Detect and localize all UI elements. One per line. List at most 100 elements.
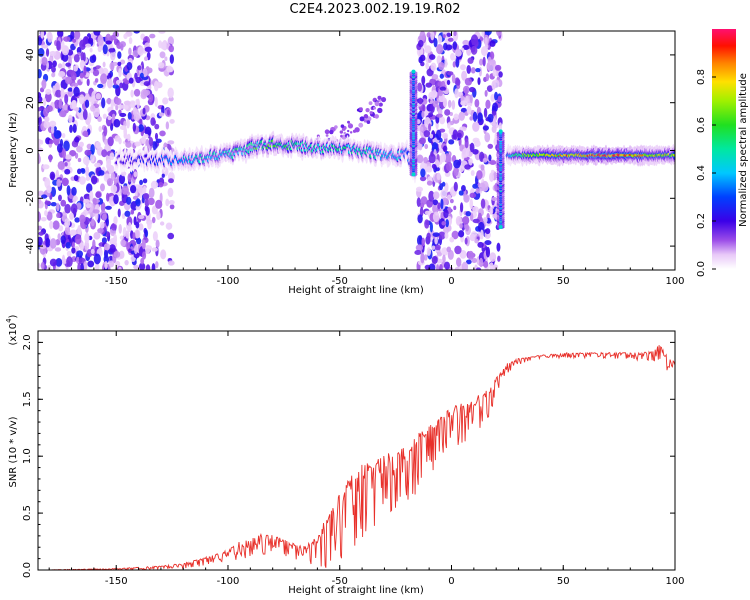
noise-blob (471, 231, 478, 238)
plume-dot (325, 134, 329, 137)
noise-blob (444, 109, 451, 116)
noise-blob (468, 158, 473, 166)
noise-blob (461, 70, 467, 81)
noise-blob (38, 138, 42, 145)
noise-blob (97, 116, 102, 123)
band-cell (672, 153, 675, 157)
noise-blob (424, 254, 428, 261)
noise-blob (449, 236, 455, 243)
colorbar-tick-label: 0.2 (696, 213, 707, 229)
noise-blob (463, 194, 470, 203)
noise-blob (459, 126, 467, 131)
noise-blob (423, 130, 431, 138)
noise-blob (432, 232, 440, 237)
noise-blob (452, 41, 458, 50)
noise-blob (135, 221, 140, 229)
noise-blob (426, 32, 431, 38)
noise-blob (38, 36, 43, 46)
noise-blob (74, 136, 80, 143)
noise-blob (71, 186, 77, 196)
noise-blob (475, 68, 481, 73)
spectrogram-ylabel: Frequency (Hz) (8, 112, 19, 188)
noise-blob (148, 137, 154, 147)
x-tick-label: -100 (217, 276, 240, 287)
noise-blob (89, 190, 94, 202)
noise-blob (465, 210, 471, 217)
y-tick-label: 0 (25, 147, 36, 153)
noise-blob (474, 140, 481, 148)
noise-blob (421, 110, 425, 118)
noise-blob (485, 246, 491, 258)
noise-blob (415, 244, 424, 252)
noise-blob (109, 152, 115, 161)
y-tick-label: 0.5 (22, 505, 33, 521)
noise-blob (107, 115, 112, 121)
noise-blob (126, 61, 133, 71)
noise-blob (147, 84, 152, 91)
noise-blob (113, 216, 118, 225)
noise-blob (115, 105, 119, 111)
noise-blob (137, 185, 143, 194)
noise-blob (445, 219, 449, 228)
noise-blob (56, 212, 61, 219)
noise-blob (57, 160, 65, 170)
noise-blob (101, 97, 106, 109)
noise-blob (425, 62, 429, 70)
noise-blob (95, 191, 102, 198)
spike (496, 129, 505, 229)
noise-blob (128, 37, 133, 45)
noise-blob (148, 93, 154, 103)
noise-blob (80, 51, 85, 62)
noise-blob (416, 235, 423, 246)
noise-blob (428, 153, 436, 164)
noise-blob (139, 179, 144, 186)
noise-blob (485, 73, 490, 82)
noise-blob (490, 94, 496, 102)
noise-blob (420, 168, 426, 178)
noise-blob (97, 35, 104, 47)
snr-exponent-power: 4 (5, 318, 13, 323)
plume-dot (359, 116, 365, 122)
noise-blob (56, 143, 63, 153)
noise-blob (165, 121, 170, 130)
noise-blob (90, 248, 95, 255)
noise-blob (119, 125, 127, 131)
noise-blob (48, 154, 52, 163)
noise-blob (65, 62, 71, 67)
noise-blob (92, 239, 96, 251)
noise-blob (86, 183, 93, 193)
noise-blob (50, 202, 57, 207)
noise-blob (120, 239, 126, 247)
noise-blob (101, 149, 108, 158)
noise-blob (86, 78, 90, 87)
noise-blob (117, 208, 121, 218)
noise-blob (428, 123, 432, 132)
noise-blob (51, 66, 56, 73)
noise-blob (443, 261, 451, 270)
noise-blob (83, 65, 87, 76)
noise-blob (480, 164, 485, 171)
noise-blob (60, 199, 67, 207)
noise-blob (164, 56, 168, 62)
noise-blob (102, 61, 106, 68)
noise-blob (84, 232, 90, 244)
noise-blob (84, 99, 90, 108)
noise-blob (464, 138, 469, 149)
noise-blob (431, 163, 437, 169)
noise-blob (69, 149, 77, 157)
noise-blob (441, 221, 447, 226)
spike-end (498, 129, 503, 134)
noise-blob (119, 82, 124, 89)
noise-blob (442, 132, 449, 139)
plume-dot (356, 108, 360, 112)
noise-blob (462, 39, 470, 46)
noise-blob (50, 124, 55, 134)
noise-blob (464, 87, 468, 98)
noise-blob (38, 95, 43, 104)
noise-blob (158, 62, 165, 69)
noise-blob (148, 187, 155, 199)
noise-blob (435, 129, 442, 141)
noise-blob (154, 123, 160, 130)
noise-blob (60, 235, 66, 245)
noise-blob (469, 192, 477, 199)
